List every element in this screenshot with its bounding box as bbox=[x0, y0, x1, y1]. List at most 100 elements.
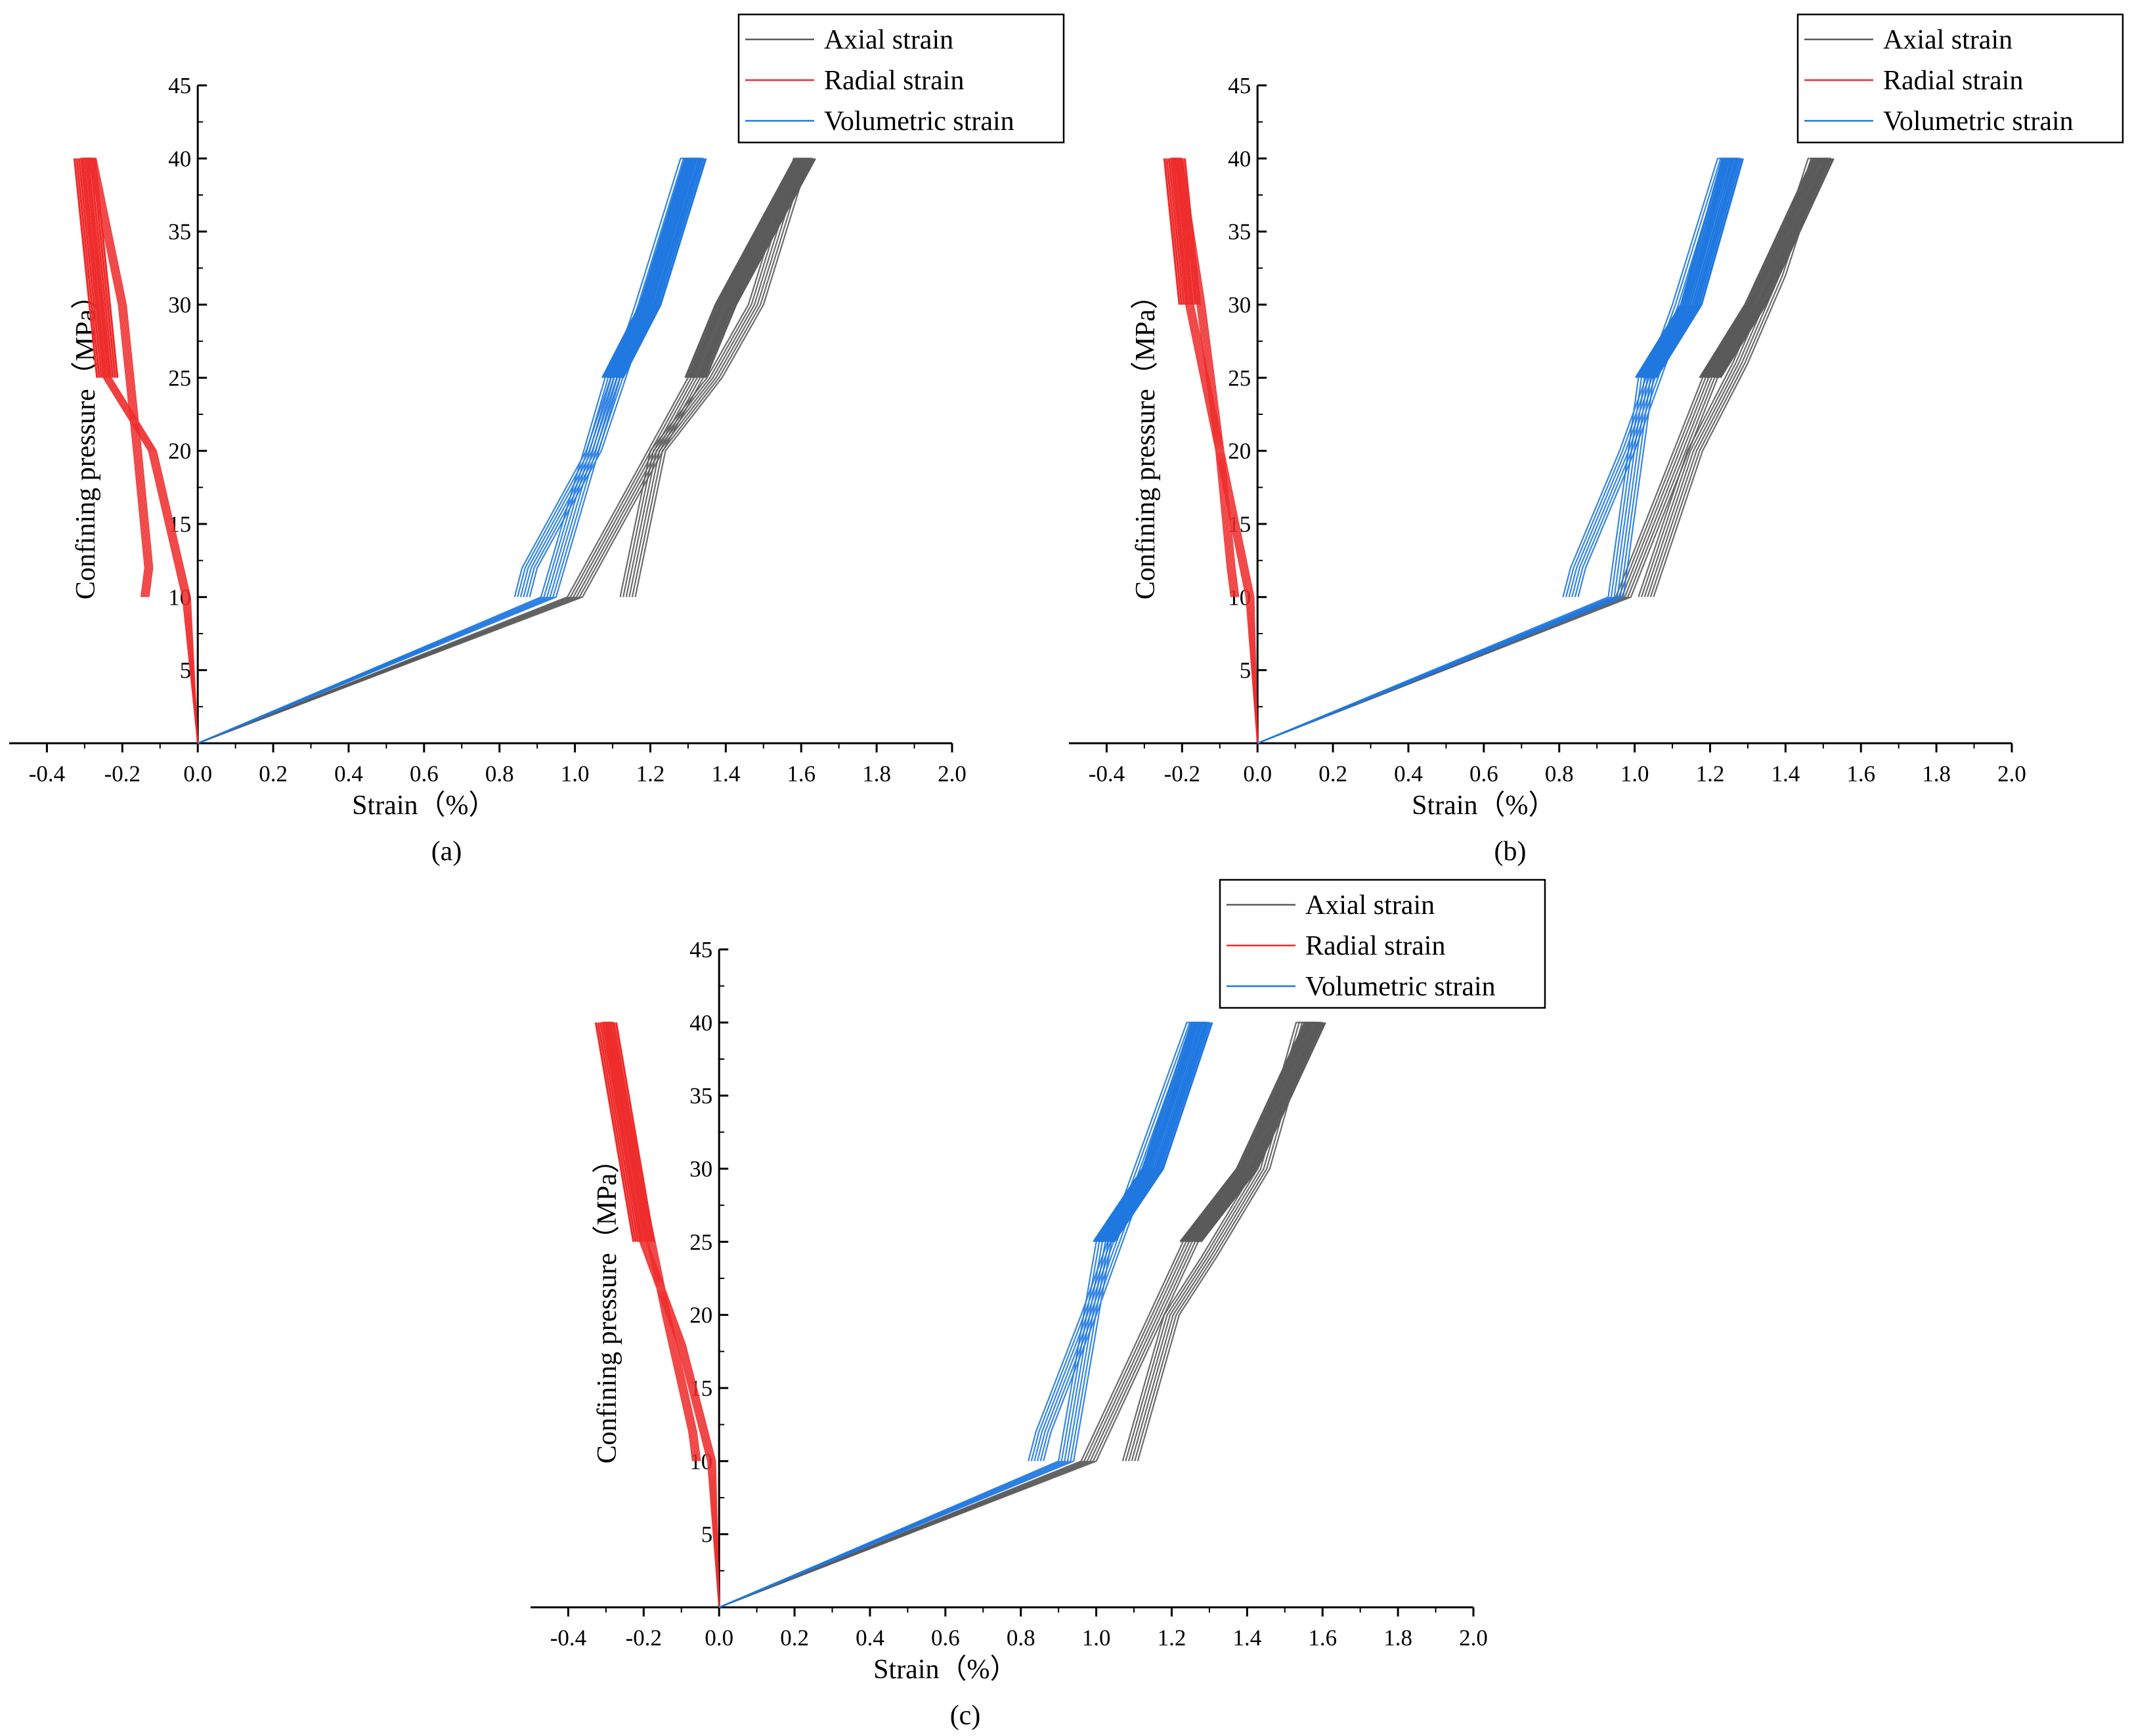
series-band-radial-strain bbox=[613, 1022, 653, 1242]
series-volumetric-strain bbox=[1257, 158, 1744, 745]
series-band-radial-strain bbox=[594, 1022, 635, 1242]
x-tick-label: 1.4 bbox=[711, 761, 740, 787]
series-band-axial-strain bbox=[1200, 1022, 1326, 1243]
y-tick-label: 25 bbox=[689, 1229, 712, 1255]
series-line-volumetric-strain bbox=[197, 158, 701, 745]
series-band-volumetric-strain bbox=[1093, 1022, 1193, 1243]
chart-panel-a: -0.4 -0.2 0.0 0.2 0.4 0.6 0.8 1.0 1.2 1.4 1.6 1.8 2.… bbox=[9, 13, 1065, 867]
x-tick-label: 0.6 bbox=[1469, 761, 1498, 787]
series-line-axial-strain bbox=[718, 1022, 1311, 1609]
series-band-volumetric-strain bbox=[619, 158, 705, 379]
y-tick-label: 5 bbox=[701, 1522, 713, 1548]
series-radial-strain bbox=[73, 158, 199, 744]
series-band-radial-strain bbox=[615, 1022, 655, 1242]
x-tick-label: 1.4 bbox=[1771, 761, 1800, 787]
series-band-axial-strain bbox=[1714, 158, 1830, 379]
series-band-axial-strain bbox=[691, 158, 803, 378]
legend-box bbox=[737, 13, 1065, 144]
y-tick-label: 45 bbox=[168, 73, 191, 98]
legend: Axial strain Radial strain Volumetric stra… bbox=[1219, 879, 1546, 1009]
series-band-axial-strain bbox=[1701, 158, 1817, 379]
x-tick-label: 2.0 bbox=[1459, 1625, 1488, 1651]
x-tick-label: 0.2 bbox=[259, 761, 288, 787]
x-tick-label: 0.0 bbox=[183, 761, 212, 787]
series-band-axial-strain bbox=[1705, 158, 1821, 379]
x-tick-label: 0.8 bbox=[485, 761, 514, 787]
series-band-volumetric-strain bbox=[622, 158, 707, 379]
x-tick-label: -0.2 bbox=[1164, 761, 1200, 787]
x-tick-label: 0.6 bbox=[410, 761, 439, 787]
y-tick-label: 45 bbox=[689, 937, 712, 963]
series-line-axial-strain bbox=[718, 1022, 1309, 1609]
series-band-radial-strain bbox=[1163, 158, 1181, 305]
series-band-radial-strain bbox=[1177, 158, 1194, 305]
series-line-axial-strain bbox=[718, 1022, 1320, 1609]
series-band-axial-strain bbox=[1195, 1022, 1322, 1243]
series-line-volumetric-strain bbox=[1257, 158, 1741, 745]
series-line-axial-strain bbox=[197, 158, 808, 745]
series-band-axial-strain bbox=[1181, 1022, 1309, 1243]
series-band-axial-strain bbox=[1712, 158, 1828, 379]
series-band-radial-strain bbox=[608, 1022, 649, 1242]
series-band-radial-strain bbox=[77, 158, 103, 378]
series-band-volumetric-strain bbox=[603, 158, 689, 379]
series-band-volumetric-strain bbox=[606, 158, 691, 379]
series-band-radial-strain bbox=[1181, 158, 1199, 305]
y-tick-label: 30 bbox=[689, 1156, 712, 1182]
x-tick-label: 0.8 bbox=[1545, 761, 1574, 787]
panel-caption: (b) bbox=[1494, 836, 1527, 867]
x-tick-label: 0.2 bbox=[780, 1625, 809, 1651]
y-tick-label: 20 bbox=[168, 439, 191, 464]
x-tick-label: 1.6 bbox=[1308, 1625, 1337, 1651]
series-band-volumetric-strain bbox=[608, 158, 693, 379]
series-band-volumetric-strain bbox=[613, 158, 698, 379]
series-line-volumetric-strain bbox=[718, 1022, 1202, 1609]
series-band-axial-strain bbox=[1184, 1022, 1311, 1243]
series-band-axial-strain bbox=[1717, 158, 1833, 379]
x-tick-label: 2.0 bbox=[938, 761, 967, 787]
series-band-volumetric-strain bbox=[601, 158, 687, 379]
series-band-volumetric-strain bbox=[1637, 158, 1726, 379]
x-tick-label: 0.4 bbox=[1394, 761, 1423, 787]
x-tick-label: 1.0 bbox=[1082, 1625, 1111, 1651]
series-axial-strain bbox=[197, 158, 816, 745]
series-band-axial-strain bbox=[1719, 158, 1835, 379]
series-line-volumetric-strain bbox=[197, 158, 689, 745]
series-line-volumetric-strain bbox=[1257, 158, 1735, 745]
series-band-volumetric-strain bbox=[1106, 1022, 1207, 1243]
series-band-radial-strain bbox=[73, 158, 98, 378]
series-band-volumetric-strain bbox=[1639, 158, 1728, 379]
series-line-volumetric-strain bbox=[718, 1022, 1211, 1609]
legend-label-volumetric-strain: Volumetric strain bbox=[824, 106, 1014, 137]
series-band-axial-strain bbox=[693, 158, 805, 378]
series-band-axial-strain bbox=[1190, 1022, 1317, 1243]
x-tick-label: 1.8 bbox=[1383, 1625, 1412, 1651]
chart-panel-c: -0.4 -0.2 0.0 0.2 0.4 0.6 0.8 1.0 1.2 1.4 1.6 1.8 2.… bbox=[531, 879, 1546, 1731]
x-tick-label: 0.4 bbox=[334, 761, 363, 787]
series-line-volumetric-strain bbox=[197, 158, 698, 745]
series-band-volumetric-strain bbox=[1651, 158, 1740, 379]
legend-label-axial-strain: Axial strain bbox=[1305, 890, 1435, 921]
series-band-volumetric-strain bbox=[1108, 1022, 1209, 1243]
y-axis-title: Confining pressure（MPa） bbox=[592, 1146, 622, 1464]
x-tick-label: 2.0 bbox=[1997, 761, 2026, 787]
series-band-radial-strain bbox=[601, 1022, 641, 1242]
y-tick-label: 45 bbox=[1228, 73, 1251, 98]
series-band-axial-strain bbox=[695, 158, 808, 378]
series-band-radial-strain bbox=[1165, 158, 1183, 305]
x-tick-label: 0.8 bbox=[1007, 1625, 1035, 1651]
x-tick-label: 1.0 bbox=[561, 761, 590, 787]
series-band-volumetric-strain bbox=[1104, 1022, 1204, 1243]
series-band-axial-strain bbox=[698, 158, 810, 378]
y-tick-label: 40 bbox=[689, 1010, 712, 1035]
series-line-axial-strain bbox=[1257, 158, 1820, 745]
series-band-axial-strain bbox=[1186, 1022, 1313, 1243]
series-band-axial-strain bbox=[1708, 158, 1823, 379]
x-tick-label: 1.8 bbox=[862, 761, 891, 787]
legend-label-volumetric-strain: Volumetric strain bbox=[1305, 972, 1496, 1002]
series-band-volumetric-strain bbox=[1110, 1022, 1211, 1243]
series-line-axial-strain bbox=[718, 1022, 1315, 1609]
series-line-axial-strain bbox=[1257, 158, 1829, 745]
y-tick-label: 5 bbox=[1240, 658, 1251, 684]
series-line-axial-strain bbox=[1257, 158, 1817, 745]
